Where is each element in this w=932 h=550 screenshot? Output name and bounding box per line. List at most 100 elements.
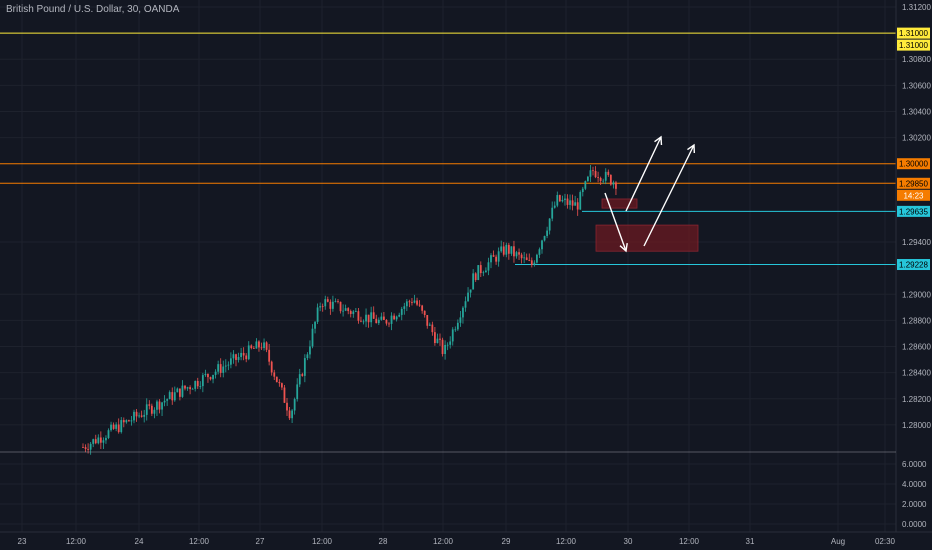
candle-body	[451, 329, 454, 342]
candle-body	[472, 273, 475, 290]
candle-body	[362, 321, 365, 323]
candle-body	[332, 301, 334, 309]
candle-body	[316, 307, 319, 322]
candle-body	[179, 388, 181, 397]
candle-body	[536, 254, 538, 263]
candle-body	[456, 322, 459, 330]
price-tick-label: 1.31200	[902, 3, 931, 12]
time-tick-label: 28	[379, 537, 388, 546]
time-tick-label: 12:00	[189, 537, 210, 546]
candle-body	[306, 354, 309, 359]
candle-body	[122, 420, 125, 423]
candle-body	[495, 256, 497, 262]
candle-body	[538, 249, 541, 255]
candle-body	[492, 255, 495, 257]
candle-body	[423, 310, 426, 315]
candle-body	[138, 415, 140, 417]
candle-body	[347, 308, 350, 312]
candle-body	[97, 437, 100, 444]
candle-body	[541, 240, 543, 250]
candle-body	[89, 443, 92, 450]
candle-body	[117, 424, 120, 433]
candle-body	[278, 382, 281, 384]
candle-body	[372, 312, 375, 319]
candle-body	[214, 371, 217, 375]
candle-body	[434, 332, 436, 344]
candle-body	[337, 301, 339, 303]
candle-body	[592, 170, 594, 172]
volume-tick-label: 6.0000	[902, 460, 927, 469]
candle-body	[413, 300, 416, 303]
level-badge-label: 1.29228	[899, 261, 928, 270]
candle-body	[105, 437, 107, 441]
candle-body	[130, 420, 133, 422]
candle-body	[196, 380, 199, 387]
time-tick-label: 12:00	[66, 537, 87, 546]
zone-rect	[595, 224, 699, 252]
volume-tick-label: 0.0000	[902, 520, 927, 529]
candle-body	[428, 324, 431, 326]
candle-body	[319, 306, 322, 308]
candle-body	[569, 200, 571, 205]
countdown-badge	[897, 189, 930, 201]
candle-body	[148, 404, 151, 406]
candle-body	[334, 301, 337, 303]
candle-body	[258, 341, 260, 348]
candle-body	[237, 356, 240, 360]
candle-body	[505, 244, 508, 255]
level-badge	[897, 39, 930, 51]
candle-body	[115, 424, 118, 429]
candle-body	[602, 180, 605, 182]
candle-body	[92, 439, 95, 444]
candle-body	[403, 306, 406, 309]
candle-body	[408, 301, 411, 303]
candle-body	[163, 400, 166, 403]
arrow-head	[619, 242, 628, 253]
time-tick-label: 27	[256, 537, 265, 546]
candle-body	[556, 195, 559, 206]
level-badge-label: 1.31000	[899, 41, 928, 50]
candle-body	[579, 192, 582, 210]
candle-body	[446, 344, 449, 346]
candle-body	[615, 182, 617, 189]
candle-body	[523, 257, 526, 259]
candle-body	[84, 447, 87, 449]
candle-body	[462, 307, 464, 318]
candle-body	[171, 392, 174, 401]
candle-body	[209, 377, 212, 380]
candle-body	[370, 312, 373, 323]
candle-body	[288, 410, 291, 419]
candle-body	[566, 198, 569, 205]
candle-body	[87, 448, 89, 450]
time-tick-label: 23	[18, 537, 27, 546]
candle-body	[314, 321, 316, 329]
candle-body	[255, 341, 258, 349]
zone-rect	[601, 198, 638, 209]
candle-body	[309, 346, 311, 355]
candle-body	[161, 402, 163, 410]
candle-body	[230, 358, 232, 365]
candle-body	[485, 270, 487, 273]
candle-body	[607, 171, 610, 175]
time-tick-label: 12:00	[312, 537, 333, 546]
candle-body	[612, 182, 615, 185]
candle-body	[390, 315, 393, 324]
candle-body	[576, 202, 579, 210]
level-badge-label: 1.29635	[899, 207, 928, 216]
candle-body	[454, 329, 457, 331]
candle-body	[459, 317, 462, 323]
candle-body	[487, 262, 490, 271]
candlestick-series	[82, 164, 617, 455]
candle-body	[143, 414, 146, 417]
candle-body	[311, 328, 314, 347]
arrow-head	[654, 135, 663, 146]
candle-body	[194, 380, 197, 389]
candle-body	[377, 319, 380, 324]
candle-body	[558, 195, 561, 202]
candle-body	[515, 252, 518, 257]
candle-body	[273, 372, 276, 377]
candle-body	[520, 254, 523, 259]
candle-body	[125, 420, 128, 423]
candle-body	[263, 342, 265, 349]
